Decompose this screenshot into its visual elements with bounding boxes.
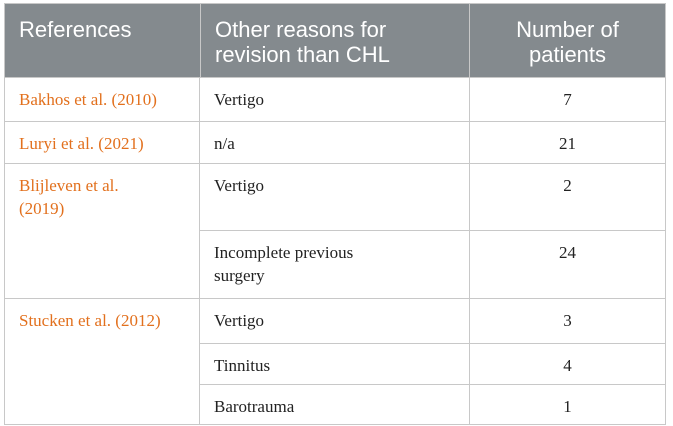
table-group: Bakhos et al. (2010) Vertigo 7 [5, 77, 665, 121]
reference-link[interactable]: Luryi et al. (2021) [19, 134, 144, 153]
reference-link[interactable]: Stucken et al. (2012) [19, 311, 161, 330]
reason-cell: Barotrauma [214, 397, 295, 416]
header-number-of-patients: Number of patients [469, 4, 665, 77]
group-rows: n/a 21 [199, 122, 665, 163]
header-other-reasons: Other reasons for revision than CHL [200, 4, 469, 77]
reason-cell: n/a [214, 134, 235, 153]
group-rows: Vertigo 2 Incomplete previous surgery 24 [199, 164, 665, 298]
number-cell: 21 [469, 122, 665, 163]
reason-cell: Tinnitus [214, 356, 271, 375]
table-group: Blijleven et al. (2019) Vertigo 2 Incomp… [5, 163, 665, 298]
reason-cell: Vertigo [214, 311, 265, 330]
table-header-row: References Other reasons for revision th… [5, 4, 665, 77]
table-group: Luryi et al. (2021) n/a 21 [5, 121, 665, 163]
table-row: Vertigo 7 [200, 78, 665, 121]
reference-link[interactable]: Bakhos et al. (2010) [19, 90, 157, 109]
number-cell: 7 [469, 78, 665, 121]
number-cell: 24 [469, 231, 665, 298]
table-row: n/a 21 [200, 122, 665, 163]
reason-cell: Vertigo [214, 176, 265, 195]
header-references: References [19, 17, 132, 42]
table-row: Barotrauma 1 [200, 384, 665, 424]
reason-cell: Vertigo [214, 90, 265, 109]
group-rows: Vertigo 7 [199, 78, 665, 121]
number-cell: 1 [469, 385, 665, 424]
table-row: Vertigo 2 [200, 164, 665, 230]
table-group: Stucken et al. (2012) Vertigo 3 Tinnitus… [5, 298, 665, 424]
reference-link[interactable]: Blijleven et al. (2019) [19, 176, 119, 218]
reason-cell: Incomplete previous surgery [214, 243, 354, 285]
number-cell: 3 [469, 299, 665, 343]
revision-reasons-table: References Other reasons for revision th… [4, 3, 666, 425]
group-rows: Vertigo 3 Tinnitus 4 Barotrauma 1 [199, 299, 665, 424]
number-cell: 4 [469, 344, 665, 384]
number-cell: 2 [469, 164, 665, 230]
table-row: Incomplete previous surgery 24 [200, 230, 665, 298]
table-row: Tinnitus 4 [200, 343, 665, 384]
table-row: Vertigo 3 [200, 299, 665, 343]
